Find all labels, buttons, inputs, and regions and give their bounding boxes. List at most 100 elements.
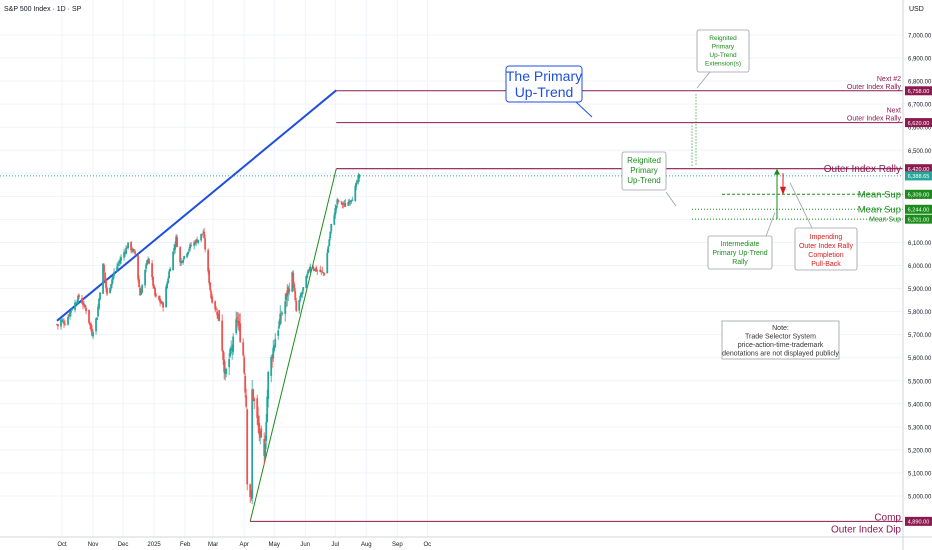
candle-body (139, 287, 141, 296)
candle-body (104, 272, 106, 281)
candle-body (105, 279, 107, 289)
candle-body (223, 359, 226, 373)
candle-body (287, 287, 290, 294)
x-axis: Oct Nov Dec 2025 Feb Mar Apr May Jun Jul Aug Sep Oc (57, 542, 431, 548)
candle-body (116, 266, 118, 271)
annotation-text: Up-Trend (627, 176, 661, 185)
candle-body (78, 295, 80, 298)
y-tick-label: 5,200.00 (908, 448, 932, 454)
candle-body (167, 278, 170, 284)
annotation-text: Impending (810, 234, 843, 241)
candle-body (308, 269, 311, 271)
annotation-box (794, 227, 858, 271)
price-tag (905, 86, 932, 96)
currency-label: USD (909, 6, 924, 13)
candle-body (333, 215, 336, 225)
candle-body (88, 309, 90, 323)
y-tick-label: 5,300.00 (908, 425, 932, 431)
candle-body (252, 389, 255, 401)
candle-body (148, 259, 150, 264)
candle-body (328, 239, 331, 246)
candle-body (274, 339, 277, 348)
candle-body (138, 279, 140, 287)
candle-body (229, 348, 232, 357)
y-tick-label: 5,800.00 (908, 310, 932, 316)
annotation-text: Outer Index Rally (799, 243, 854, 250)
candle-body (231, 347, 234, 351)
candle-body (305, 276, 308, 289)
annotation-box (696, 29, 750, 73)
candle-body (344, 203, 347, 207)
annotation-pointer (765, 212, 776, 237)
candle-body (82, 302, 84, 306)
candle-body (197, 239, 200, 243)
candle-body (90, 324, 92, 330)
price-tag-label: 6,420.00 (908, 167, 930, 173)
annotation-pointer (665, 191, 677, 207)
candle-body (316, 270, 319, 272)
note-text: Trade Selector System (745, 334, 816, 341)
candle-body (175, 236, 178, 244)
price-tag (905, 204, 932, 214)
candle-body (341, 202, 344, 205)
candle-body (294, 291, 297, 301)
candle-body (343, 203, 346, 205)
annotation-text: Extension(s) (705, 61, 741, 68)
candle-body (208, 270, 211, 283)
candle-body (125, 247, 127, 254)
annotation-text: Primary (630, 166, 658, 175)
candle-body (180, 260, 183, 264)
candle-body (154, 287, 156, 296)
annotation-box (621, 151, 667, 191)
candle-body (60, 319, 62, 327)
candle-body (228, 359, 231, 368)
candle-body (158, 295, 160, 301)
candle-body (211, 296, 214, 303)
candle-body (109, 287, 111, 294)
price-tag-label: 6,758.00 (908, 89, 930, 95)
candle-body (188, 248, 191, 251)
candle-body (118, 262, 120, 263)
candle-body (337, 200, 340, 202)
candle-body (141, 285, 143, 293)
x-tick-label: Sep (392, 542, 403, 548)
candle-body (210, 291, 213, 299)
candle-body (271, 358, 274, 360)
candle-body (253, 398, 256, 402)
candle-body (162, 302, 165, 308)
level-label: Comp (874, 512, 901, 523)
annotations: The PrimaryUp-TrendReignitedPrimaryUp-Tr… (505, 29, 858, 360)
annotation-box (707, 235, 773, 270)
candle-body (265, 422, 268, 441)
candle-body (152, 276, 154, 286)
candle-body (245, 395, 248, 407)
candle-body (102, 263, 104, 294)
candle-body (85, 307, 87, 312)
candle-body (97, 307, 99, 317)
candle-body (312, 266, 315, 270)
candle-body (209, 282, 212, 291)
candle-body (250, 493, 253, 496)
candle-body (334, 208, 337, 216)
candle-body (215, 309, 218, 311)
candle-body (168, 271, 171, 279)
candle-body (63, 322, 65, 324)
candle-body (92, 332, 94, 337)
candle-body (335, 205, 338, 210)
candle-body (186, 253, 189, 258)
candle-body (320, 271, 323, 272)
rally-arrowhead (774, 168, 780, 175)
annotation-text: Up-Trend (515, 84, 574, 100)
candle-body (307, 269, 310, 274)
candle-body (194, 242, 197, 244)
candle-body (230, 348, 233, 351)
x-tick-label: Dec (118, 542, 129, 548)
level-label: Next (887, 108, 901, 115)
candle-body (159, 298, 161, 303)
y-tick-label: 5,500.00 (908, 379, 932, 385)
candle-body (56, 324, 58, 325)
level-label: Outer Index Rally (847, 84, 902, 91)
candle-body (145, 264, 147, 269)
